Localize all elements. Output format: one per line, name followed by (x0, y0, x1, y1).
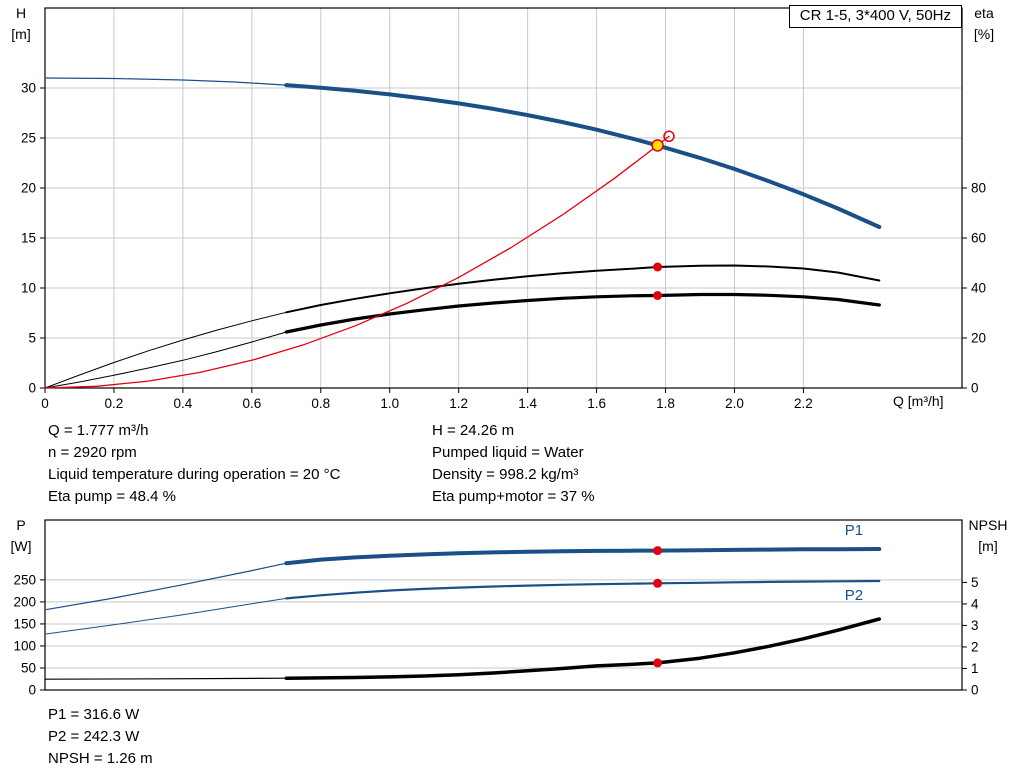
system-curve-end-point (663, 130, 675, 143)
y-left-tick-label: 200 (13, 594, 36, 609)
qh-eta-chart: 0 0.2 0.4 0.6 0.8 1.0 1.2 1.4 1.6 1.8 2.0 2.2 0 5 10 15… (21, 7, 986, 411)
npsh-axis-unit: [m] (978, 538, 998, 554)
x-tick-label: 1.2 (449, 396, 468, 411)
eta-axis-unit: [%] (973, 26, 995, 42)
eta-pump-curve-lowflow (44, 311, 287, 389)
power-axis-title: P [W] (2, 515, 40, 557)
y-right-tick-label: 0 (971, 683, 979, 698)
y-left-tick-label: 15 (21, 231, 36, 246)
x-tick-label: 1.8 (656, 396, 675, 411)
x-tick-label: 2.2 (794, 396, 813, 411)
power-axis-symbol: P (16, 517, 26, 533)
x-tick-label: 1.4 (518, 396, 537, 411)
p2-value-line: P2 = 242.3 W (48, 728, 140, 745)
y-left-tick-label: 100 (13, 638, 36, 653)
flow-axis-title: Q [m³/h] (893, 393, 944, 409)
x-tick-label: 1.6 (587, 396, 606, 411)
x-tick-label: 0.8 (311, 396, 330, 411)
p1-curve (284, 547, 882, 566)
y-left-tick-label: 250 (13, 572, 36, 587)
y-left-tick-label: 50 (21, 660, 36, 675)
y-left-tick-label: 20 (21, 181, 36, 196)
npsh-curve-lowflow (44, 677, 287, 680)
plot-border (44, 7, 963, 389)
eta-pump-duty-point (653, 262, 663, 272)
eta-pump-motor-curve-lowflow (44, 331, 287, 389)
x-tick-label: 1.0 (380, 396, 399, 411)
p1-duty-point (653, 546, 663, 556)
npsh-duty-point (653, 658, 663, 668)
duty-point (651, 139, 664, 152)
qh-curve (284, 83, 882, 229)
npsh-curve (284, 617, 882, 680)
flow-value-line: Q = 1.777 m³/h (48, 422, 149, 439)
pumped-liquid-line: Pumped liquid = Water (432, 444, 584, 461)
plot-border (44, 519, 963, 691)
y-right-tick-label: 20 (971, 331, 986, 346)
x-tick-label: 0.4 (174, 396, 193, 411)
y-right-tick-label: 40 (971, 281, 986, 296)
operating-data-column-left: Q = 1.777 m³/h n = 2920 rpm Liquid tempe… (48, 420, 340, 508)
npsh-value-line: NPSH = 1.26 m (48, 750, 153, 767)
y-left-tick-label: 5 (28, 331, 36, 346)
p2-duty-point (653, 578, 663, 588)
eta-pump-curve (285, 264, 881, 314)
npsh-axis-symbol: NPSH (968, 517, 1008, 533)
eta-pump-motor-curve (284, 292, 881, 334)
y-right-tick-label: 3 (971, 618, 979, 633)
y-right-tick-label: 5 (971, 575, 979, 590)
head-value-line: H = 24.26 m (432, 422, 515, 439)
density-line: Density = 998.2 kg/m³ (432, 466, 579, 483)
x-tick-label: 0 (41, 396, 49, 411)
p1-value-line: P1 = 316.6 W (48, 706, 140, 723)
x-tick-label: 0.6 (242, 396, 261, 411)
eta-axis-title: eta [%] (961, 3, 1007, 45)
npsh-axis-title: NPSH [m] (960, 515, 1016, 557)
p2-curve-lowflow (44, 597, 287, 635)
y-right-tick-label: 4 (971, 596, 979, 611)
head-axis-unit: [m] (11, 26, 31, 42)
operating-data-column-right: H = 24.26 m Pumped liquid = Water Densit… (432, 420, 595, 508)
result-data-block: P1 = 316.6 W P2 = 242.3 W NPSH = 1.26 m (48, 704, 153, 770)
qh-curve-lowflow (44, 77, 287, 86)
x-tick-label: 0.2 (105, 396, 124, 411)
p2-curve (285, 579, 881, 600)
y-left-tick-label: 0 (28, 683, 36, 698)
p2-curve-label: P2 (845, 587, 863, 604)
y-right-tick-label: 1 (971, 661, 979, 676)
p1-curve-label: P1 (845, 522, 863, 539)
power-axis-unit: [W] (10, 538, 32, 554)
power-npsh-chart: 0 50 100 150 200 250 0 1 2 3 4 5 P1 P2 (13, 519, 979, 698)
eta-axis-symbol: eta (974, 5, 994, 21)
eta-pump-line: Eta pump = 48.4 % (48, 488, 176, 505)
liquid-temperature-line: Liquid temperature during operation = 20… (48, 466, 341, 483)
y-left-tick-label: 10 (21, 281, 36, 296)
speed-value-line: n = 2920 rpm (48, 444, 137, 461)
eta-pump-motor-duty-point (653, 291, 663, 300)
y-right-tick-label: 0 (971, 381, 979, 396)
y-right-tick-label: 2 (971, 639, 979, 654)
head-axis-symbol: H (15, 5, 27, 21)
x-tick-label: 2.0 (725, 396, 744, 411)
system-curve (44, 135, 670, 389)
y-right-tick-label: 60 (971, 231, 986, 246)
y-left-tick-label: 0 (28, 381, 36, 396)
head-axis-title: H [m] (2, 3, 40, 45)
y-left-tick-label: 30 (21, 81, 36, 96)
y-left-tick-label: 25 (21, 131, 36, 146)
y-right-tick-label: 80 (971, 181, 986, 196)
eta-pump-motor-line: Eta pump+motor = 37 % (432, 488, 595, 505)
pump-model-box: CR 1-5, 3*400 V, 50Hz (788, 5, 962, 28)
y-left-tick-label: 150 (13, 616, 36, 631)
p1-curve-lowflow (44, 562, 287, 611)
